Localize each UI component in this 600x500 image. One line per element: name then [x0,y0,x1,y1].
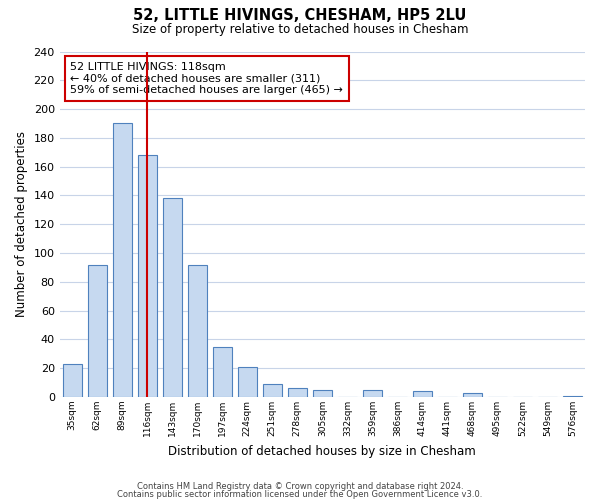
Bar [288,388,307,397]
Bar [163,198,182,397]
Bar [563,396,582,397]
Text: 52, LITTLE HIVINGS, CHESHAM, HP5 2LU: 52, LITTLE HIVINGS, CHESHAM, HP5 2LU [133,8,467,22]
Bar [63,364,82,397]
Text: Contains public sector information licensed under the Open Government Licence v3: Contains public sector information licen… [118,490,482,499]
Text: Size of property relative to detached houses in Chesham: Size of property relative to detached ho… [132,22,468,36]
Bar [213,346,232,397]
Bar [238,367,257,397]
Bar [113,124,131,397]
Text: Contains HM Land Registry data © Crown copyright and database right 2024.: Contains HM Land Registry data © Crown c… [137,482,463,491]
Bar [363,390,382,397]
Bar [138,155,157,397]
Bar [188,264,206,397]
Bar [88,264,107,397]
Bar [313,390,332,397]
Text: 52 LITTLE HIVINGS: 118sqm
← 40% of detached houses are smaller (311)
59% of semi: 52 LITTLE HIVINGS: 118sqm ← 40% of detac… [70,62,343,95]
Y-axis label: Number of detached properties: Number of detached properties [15,132,28,318]
Bar [413,392,432,397]
X-axis label: Distribution of detached houses by size in Chesham: Distribution of detached houses by size … [169,444,476,458]
Bar [463,392,482,397]
Bar [263,384,281,397]
